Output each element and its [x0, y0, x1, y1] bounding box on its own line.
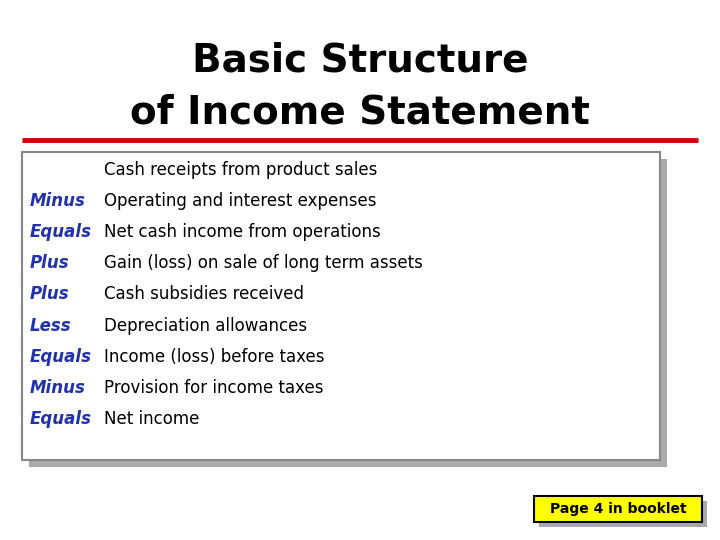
Text: Provision for income taxes: Provision for income taxes [104, 379, 323, 397]
Text: Less: Less [30, 316, 71, 335]
Text: Operating and interest expenses: Operating and interest expenses [104, 192, 377, 210]
Text: Equals: Equals [30, 410, 92, 428]
Text: Net cash income from operations: Net cash income from operations [104, 223, 381, 241]
Text: Minus: Minus [30, 379, 86, 397]
Text: Minus: Minus [30, 192, 86, 210]
Text: Gain (loss) on sale of long term assets: Gain (loss) on sale of long term assets [104, 254, 423, 272]
Text: Equals: Equals [30, 223, 92, 241]
Text: Page 4 in booklet: Page 4 in booklet [549, 502, 686, 516]
FancyBboxPatch shape [22, 152, 660, 460]
Text: Cash subsidies received: Cash subsidies received [104, 286, 304, 303]
Text: Income (loss) before taxes: Income (loss) before taxes [104, 348, 325, 366]
Text: Depreciation allowances: Depreciation allowances [104, 316, 307, 335]
Text: Plus: Plus [30, 254, 70, 272]
FancyBboxPatch shape [539, 501, 707, 527]
Text: Basic Structure: Basic Structure [192, 41, 528, 79]
FancyBboxPatch shape [534, 496, 702, 522]
Text: Plus: Plus [30, 286, 70, 303]
Text: Cash receipts from product sales: Cash receipts from product sales [104, 161, 377, 179]
Text: Net income: Net income [104, 410, 199, 428]
Text: Equals: Equals [30, 348, 92, 366]
FancyBboxPatch shape [29, 159, 667, 467]
Text: of Income Statement: of Income Statement [130, 93, 590, 131]
